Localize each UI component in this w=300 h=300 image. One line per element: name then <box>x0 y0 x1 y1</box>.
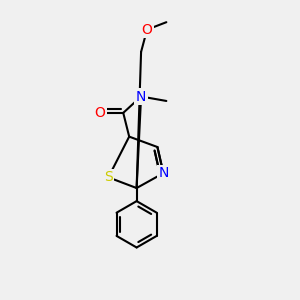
Text: O: O <box>142 22 152 37</box>
Text: N: N <box>158 166 169 180</box>
Text: O: O <box>94 106 105 120</box>
Text: N: N <box>136 89 146 103</box>
Text: S: S <box>104 170 113 184</box>
